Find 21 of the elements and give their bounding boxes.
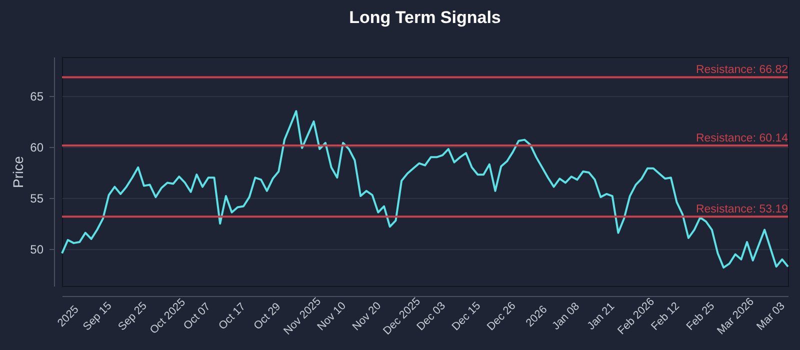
ref-line-label: Resistance: 60.14 <box>696 132 789 145</box>
x-tick-label: Feb 25 <box>684 300 718 333</box>
x-tick-label: Sep 15 <box>81 300 114 334</box>
x-tick-label: Oct 29 <box>252 300 284 332</box>
chart-title: Long Term Signals <box>349 8 501 27</box>
x-tick-label: Nov 20 <box>350 300 384 334</box>
line-series <box>61 110 789 269</box>
y-axis-title: Price <box>10 156 26 188</box>
y-tick-label: 60 <box>30 140 44 154</box>
x-tick-label: Mar 03 <box>754 300 788 333</box>
x-tick-label: Oct 17 <box>216 300 248 332</box>
y-tick-label: 55 <box>30 192 44 206</box>
ref-line-label: Resistance: 53.19 <box>696 204 788 216</box>
y-tick-label: 65 <box>30 89 44 104</box>
y-tick-label: 50 <box>30 242 44 257</box>
x-tick-label: Dec 26 <box>485 300 518 334</box>
x-tick-label: Jan 08 <box>550 300 582 332</box>
x-tick-label: Jan 21 <box>585 300 618 332</box>
x-tick-label: Dec 15 <box>450 300 484 334</box>
x-tick-label: Sep 25 <box>116 300 150 334</box>
ref-line-label: Resistance: 66.82 <box>696 64 788 76</box>
